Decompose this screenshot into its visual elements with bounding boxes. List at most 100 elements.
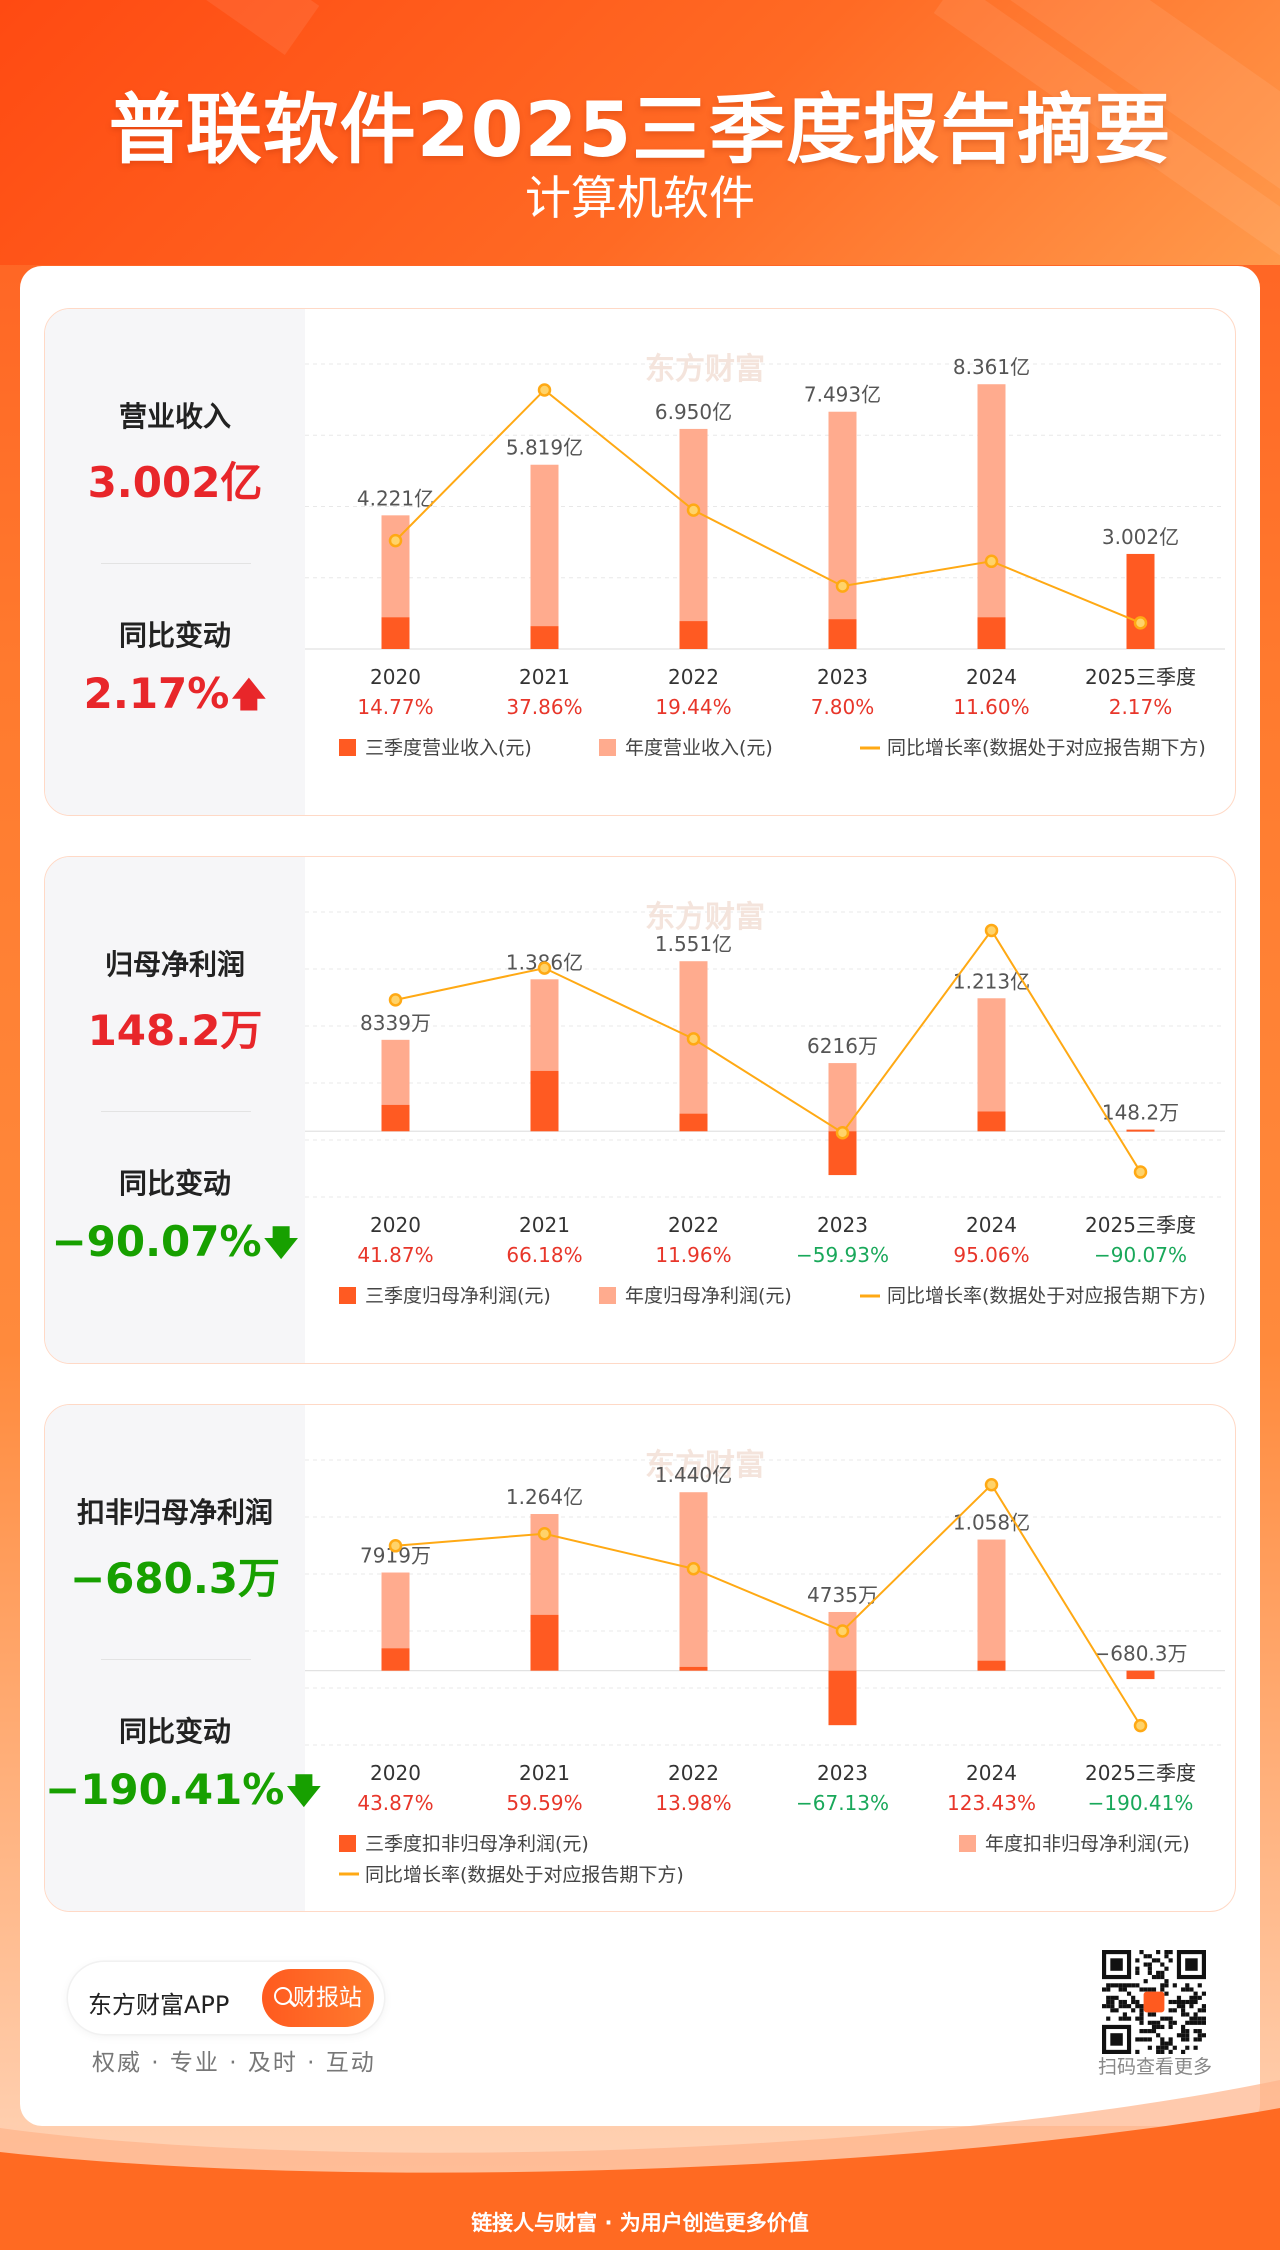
qr-module — [1156, 2024, 1161, 2030]
qr-module — [1168, 2024, 1173, 2030]
app-name: 东方财富APP — [88, 1991, 230, 2019]
growth-line — [394, 388, 1141, 624]
panel-revenue: 营业收入 3.002亿 同比变动 2.17%🡅 东方财富 4.221亿 5.819亿… — [44, 308, 1236, 816]
page-subtitle: 计算机软件 — [525, 171, 755, 225]
growth-value-label: −190.41% — [1088, 1791, 1194, 1815]
growth-point — [984, 923, 999, 938]
qr-module — [1143, 1987, 1148, 1992]
watermark-text: 东方财富 — [645, 1448, 765, 1483]
growth-point — [984, 554, 999, 569]
x-tick-label: 2020 — [370, 1761, 421, 1785]
bar-value-label: 6216万 — [807, 1034, 878, 1058]
qr-module — [1164, 1983, 1169, 1988]
x-tick-label: 2024 — [966, 665, 1017, 689]
qr-module — [1160, 1962, 1165, 1967]
qr-module — [1201, 1991, 1206, 1996]
legend-swatch-q3 — [339, 1835, 356, 1852]
metric-summary: 扣非归母净利润 −680.3万 同比变动 −190.41%🡇 — [45, 1405, 321, 1911]
legend-label-line: 同比增长率(数据处于对应报告期下方) — [887, 1285, 1206, 1307]
q3-bar — [1126, 1129, 1155, 1132]
change-value: −90.07% — [51, 1217, 262, 1266]
qr-module — [1164, 2016, 1169, 2021]
q3-bar — [381, 1648, 410, 1671]
qr-module — [1139, 2029, 1144, 2034]
qr-finder — [1185, 1958, 1198, 1971]
qr-module — [1118, 2004, 1123, 2009]
growth-point — [388, 533, 403, 548]
qr-module — [1168, 2037, 1173, 2042]
growth-point — [537, 961, 552, 975]
qr-module — [1193, 2020, 1198, 2025]
report-station-button[interactable]: 财报站 — [262, 1969, 374, 2027]
qr-module — [1156, 2020, 1161, 2025]
qr-module — [1201, 2008, 1206, 2013]
qr-module — [1102, 2004, 1107, 2009]
panel-net-profit: 归母净利润 148.2万 同比变动 −90.07%🡇 东方财富8339万1.38… — [44, 856, 1236, 1364]
change-value-row: 2.17%🡅 — [45, 669, 305, 728]
qr-module — [1168, 2049, 1173, 2054]
qr-module — [1197, 2020, 1202, 2025]
qr-module — [1106, 1987, 1111, 1992]
growth-value-label: 14.77% — [357, 695, 433, 719]
qr-module — [1114, 2008, 1119, 2013]
bar-value-label: 1.264亿 — [506, 1485, 583, 1509]
qr-module — [1197, 2008, 1202, 2013]
q3-bar — [530, 626, 559, 649]
change-value: 2.17% — [83, 669, 230, 718]
q3-bar — [381, 1104, 410, 1132]
qr-module — [1168, 2016, 1173, 2021]
qr-module — [1139, 2037, 1144, 2042]
page-title: 普联软件2025三季度报告摘要 — [108, 85, 1172, 174]
change-label: 同比变动 — [118, 1167, 231, 1200]
qr-module — [1126, 1983, 1132, 1988]
qr-module — [1185, 2012, 1190, 2017]
qr-module — [1156, 2049, 1161, 2054]
qr-module — [1156, 1970, 1161, 1975]
qr-module — [1147, 2012, 1152, 2017]
qr-module — [1193, 1991, 1198, 1996]
qr-module — [1201, 2016, 1206, 2021]
legend-swatch-q3 — [339, 1287, 356, 1304]
qr-module — [1193, 2029, 1198, 2034]
qr-module — [1122, 2016, 1127, 2021]
qr-module — [1197, 2029, 1202, 2034]
qr-module — [1139, 1987, 1144, 1992]
qr-module — [1118, 1987, 1123, 1992]
qr-module — [1176, 2004, 1182, 2009]
qr-module — [1185, 1999, 1190, 2005]
qr-module — [1106, 1983, 1111, 1988]
qr-code-icon[interactable] — [1102, 1950, 1206, 2054]
qr-module — [1185, 2029, 1190, 2034]
qr-module — [1102, 1987, 1107, 1992]
growth-value-label: −59.93% — [796, 1243, 889, 1267]
qr-module — [1156, 1950, 1161, 1955]
qr-module — [1189, 1995, 1194, 2000]
legend-label-annual: 年度营业收入(元) — [625, 737, 773, 759]
x-tick-label: 2025三季度 — [1085, 1761, 1196, 1785]
annual-bar — [977, 998, 1006, 1132]
qr-module — [1189, 2004, 1194, 2009]
qr-module — [1189, 2020, 1194, 2025]
bar-value-label: 1.440亿 — [655, 1463, 732, 1487]
growth-value-label: 19.44% — [655, 695, 731, 719]
x-tick-label: 2024 — [966, 1761, 1017, 1785]
qr-module — [1135, 1966, 1140, 1971]
metric-divider — [101, 1111, 251, 1112]
q3-bar — [530, 1070, 559, 1132]
qr-module — [1164, 1950, 1169, 1955]
q3-bar — [828, 619, 857, 649]
qr-module — [1147, 2037, 1152, 2042]
growth-value-label: 7.80% — [811, 695, 875, 719]
qr-module — [1197, 1995, 1202, 2000]
qr-module — [1172, 1999, 1177, 2005]
qr-module — [1143, 1979, 1148, 1984]
bar-value-label: 3.002亿 — [1102, 525, 1179, 549]
x-tick-label: 2022 — [668, 1213, 719, 1237]
qr-module — [1139, 1950, 1144, 1955]
qr-module — [1160, 2016, 1165, 2021]
qr-module — [1110, 1983, 1115, 1988]
growth-value-label: 37.86% — [506, 695, 582, 719]
watermark-text: 东方财富 — [645, 900, 765, 935]
q3-bar — [1126, 1670, 1155, 1680]
qr-module — [1139, 2016, 1144, 2021]
